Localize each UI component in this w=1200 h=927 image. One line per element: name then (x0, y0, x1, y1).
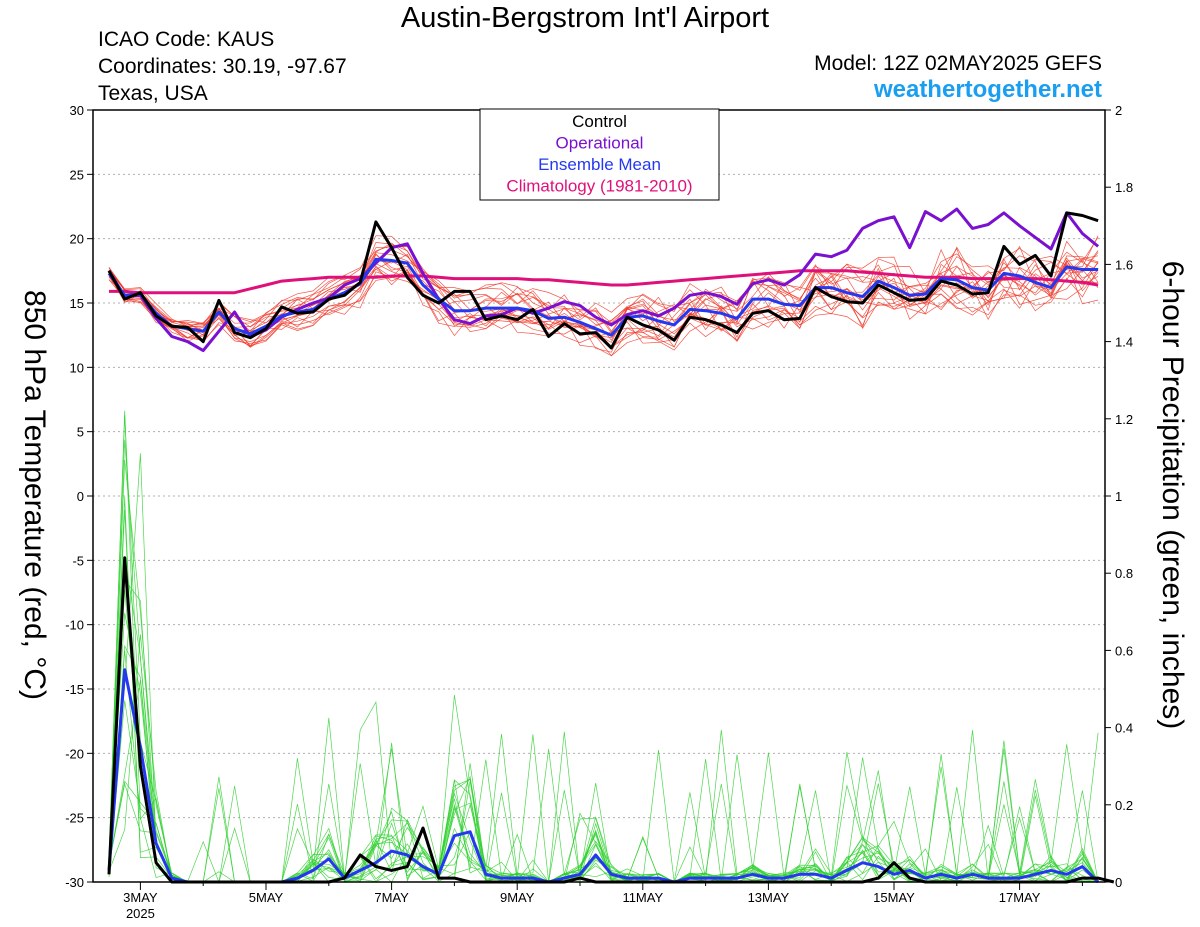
left-tick-label: 0 (77, 489, 84, 504)
right-tick-label: 0.2 (1115, 798, 1133, 813)
x-tick-label: 9MAY (500, 890, 535, 905)
right-tick-label: 1 (1115, 489, 1122, 504)
precipitation-member-line (108, 612, 1099, 883)
left-tick-label: -15 (65, 682, 84, 697)
x-tick-label: 7MAY (374, 890, 409, 905)
grid-lines (93, 173, 1105, 819)
right-tick-label: 2 (1115, 103, 1122, 118)
model-run: Model: 12Z 02MAY2025 GEFS (814, 52, 1102, 75)
x-tick-label: 11MAY (622, 890, 663, 905)
left-tick-label: 20 (70, 232, 84, 247)
precipitation-member-line (108, 650, 1099, 883)
right-tick-label: 0.8 (1115, 566, 1133, 581)
axis-ticks: 302520151050-5-10-15-20-25-3021.81.61.41… (65, 103, 1133, 921)
legend-box: Control Operational Ensemble Mean Climatolo… (479, 108, 720, 201)
legend-entry: Climatology (1981-2010) (506, 177, 692, 196)
precipitation-member-line (108, 509, 1099, 883)
right-tick-label: 0.4 (1115, 721, 1133, 736)
left-tick-label: -25 (65, 811, 84, 826)
right-tick-label: 1.6 (1115, 257, 1133, 272)
x-tick-label: 13MAY (748, 890, 790, 905)
coordinates: Coordinates: 30.19, -97.67 (98, 55, 347, 78)
precipitation-member-line (108, 556, 1099, 883)
left-tick-label: 15 (70, 296, 84, 311)
precipitation-member-line (108, 410, 1099, 883)
precipitation-member-line (108, 439, 1099, 883)
right-tick-label: 0 (1115, 875, 1122, 890)
temperature-control-line (107, 211, 1099, 350)
chart-title: Austin-Bergstrom Int'l Airport (400, 2, 770, 34)
precipitation-member-line (108, 644, 1099, 883)
x-tick-label: 3MAY (123, 890, 158, 905)
right-tick-label: 1.2 (1115, 412, 1133, 427)
right-tick-label: 1.8 (1115, 180, 1133, 195)
x-tick-label: 15MAY (873, 890, 915, 905)
website-link[interactable]: weathertogether.net (873, 76, 1102, 103)
left-tick-label: 25 (70, 167, 84, 182)
left-tick-label: -5 (72, 553, 84, 568)
legend-entry: Ensemble Mean (538, 155, 661, 174)
temperature-member-line (108, 249, 1099, 343)
legend-entry: Control (572, 112, 627, 131)
temperature-member-line (108, 251, 1099, 338)
region: Texas, USA (98, 82, 208, 105)
icao-code: ICAO Code: KAUS (98, 28, 275, 51)
temperature-member-line (108, 259, 1099, 353)
left-tick-label: 10 (70, 360, 84, 375)
temperature-member-line (108, 262, 1099, 347)
left-tick-label: -10 (65, 618, 84, 633)
x-tick-label: 5MAY (249, 890, 284, 905)
temperature-ensemble-mean-line (107, 257, 1099, 337)
left-tick-label: 30 (70, 103, 84, 118)
precipitation-member-line (108, 459, 1099, 883)
left-tick-label: 5 (77, 425, 84, 440)
temperature-member-line (108, 235, 1099, 325)
precipitation-member-line (108, 680, 1099, 883)
left-tick-label: -30 (65, 875, 84, 890)
temperature-climatology-1981-2010-line (109, 269, 1099, 295)
precipitation-control-line (107, 556, 1115, 884)
x-year-label: 2025 (126, 906, 155, 921)
temperature-member-line (108, 252, 1099, 332)
right-tick-label: 0.6 (1115, 643, 1133, 658)
legend-entry: Operational (556, 134, 644, 153)
left-tick-label: -20 (65, 746, 84, 761)
right-tick-label: 1.4 (1115, 335, 1133, 350)
x-tick-label: 17MAY (999, 890, 1041, 905)
precipitation-member-line (108, 589, 1099, 883)
temperature-operational-line (107, 207, 1100, 353)
precipitation-member-line (108, 414, 1099, 883)
